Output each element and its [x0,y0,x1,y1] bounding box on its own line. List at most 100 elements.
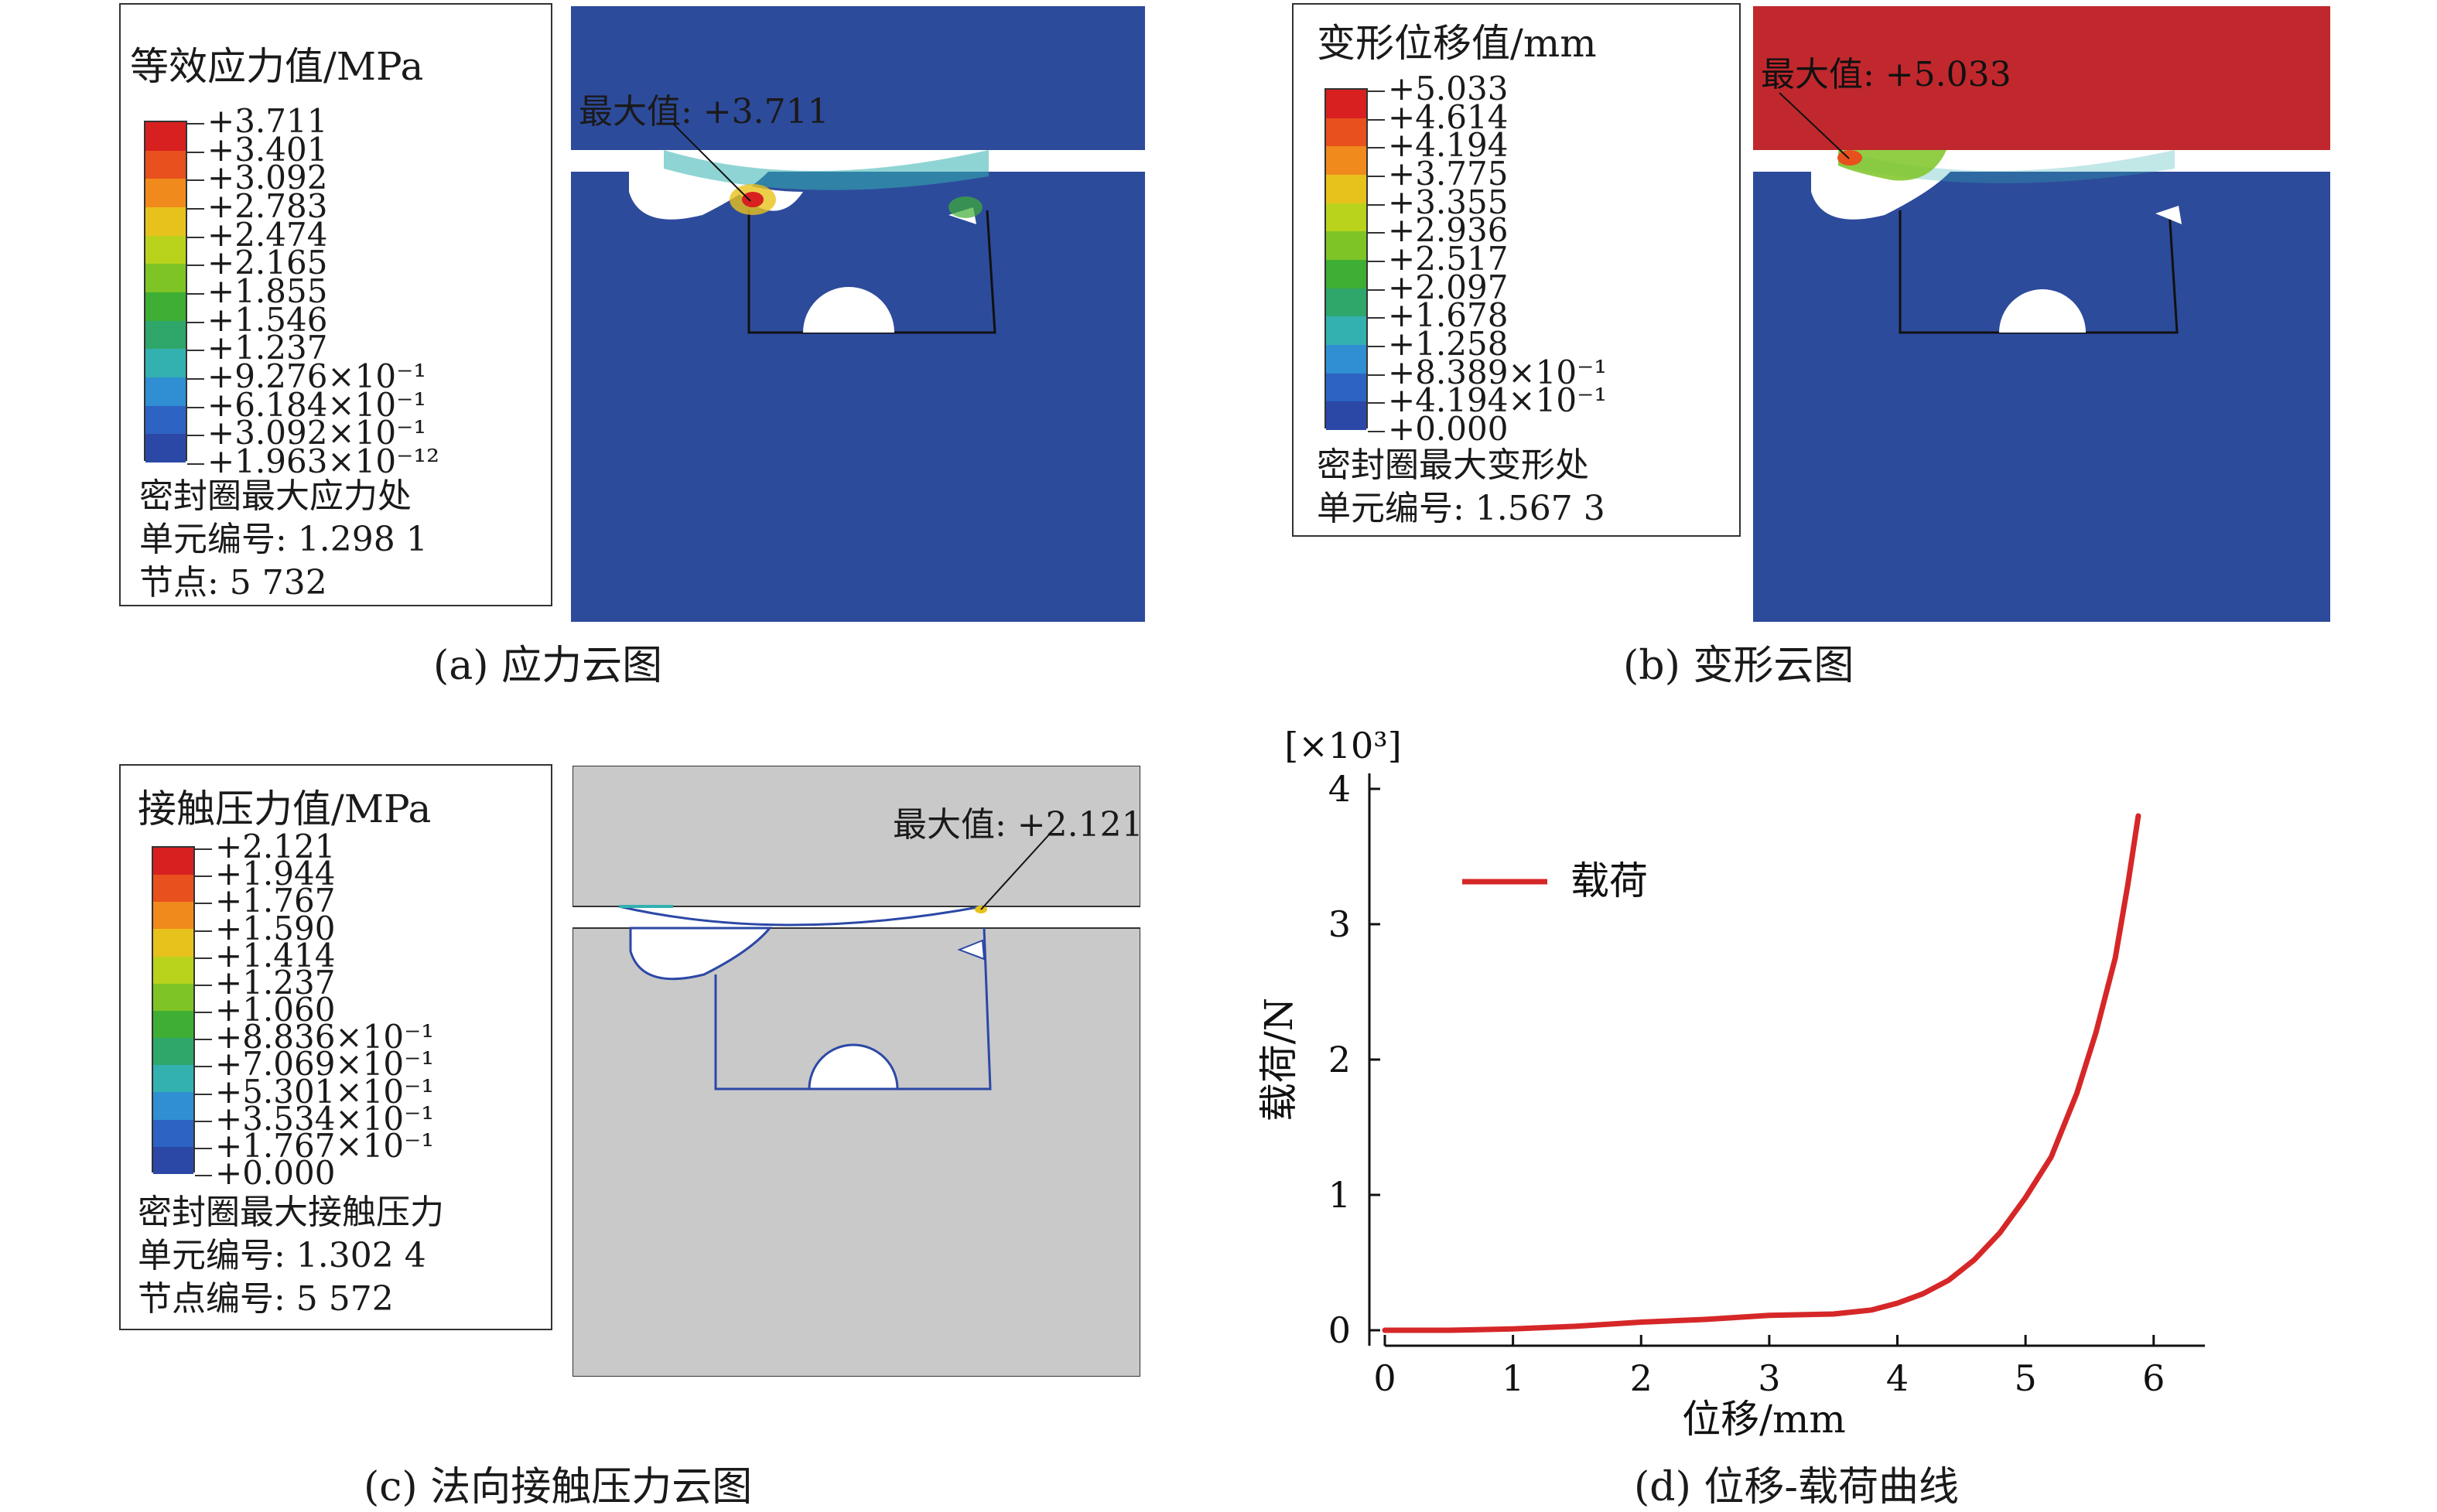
legend-title: 等效应力值/MPa [130,36,423,91]
colorbar-segment [1326,90,1366,118]
colorbar-segment [145,406,186,435]
colorbar-segment [153,1065,193,1092]
legend-tick-mark [195,848,212,850]
colorbar-segment [153,1092,193,1119]
colorbar-segment [1326,345,1366,374]
legend-tick-mark [187,237,204,238]
info-line: 节点: 5 732 [139,561,428,605]
legend-tick-mark [195,1039,212,1040]
legend-colorbar [144,121,187,461]
colorbar-segment [1326,146,1366,175]
legend-tick-mark [187,322,204,323]
legend-tick-mark [1368,346,1385,347]
colorbar-segment [1326,401,1366,430]
colorbar-segment [153,1120,193,1147]
legend-box-b: 变形位移值/mm +5.033+4.614+4.194+3.775+3.355+… [1292,3,1741,537]
colorbar-segment [145,207,186,236]
colorbar-segment [1326,316,1366,345]
legend-tick-mark [1368,289,1385,291]
max-value-leader-line [665,116,758,209]
colorbar-segment [1326,374,1366,402]
legend-tick-mark [195,903,212,904]
x-tick-label: 3 [1758,1357,1780,1399]
legend-tick-mark [195,985,212,986]
y-tick-label: 1 [1328,1174,1351,1216]
colorbar-segment [145,349,186,377]
colorbar-segment [1326,175,1366,203]
legend-tick-mark [195,1121,212,1122]
legend-tick-label: +0.000 [195,1157,335,1189]
colorbar-segment [153,848,193,875]
series-line [1385,816,2138,1330]
colorbar-segment [153,1038,193,1065]
colorbar-segment [145,321,186,350]
info-line: 密封圈最大应力处 [139,475,428,518]
legend-tick-mark [187,407,204,408]
caption-a: (a) 应力云图 [433,633,662,691]
x-tick-label: 1 [1502,1357,1524,1399]
legend-tick-label: +1.963×10⁻¹² [187,445,439,478]
colorbar-segment [153,1011,193,1038]
info-line: 单元编号: 1.298 1 [139,518,428,561]
legend-tick-mark [195,1175,212,1176]
colorbar-segment [145,236,186,265]
caption-b: (b) 变形云图 [1623,633,1854,691]
info-line: 密封圈最大变形处 [1317,444,1605,487]
legend-tick-mark [195,1148,212,1149]
x-axis-label: 位移/mm [1682,1397,1846,1439]
y-tick-label: 3 [1328,903,1351,945]
legend-tick-mark [187,350,204,351]
legend-tick-mark [1368,402,1385,404]
caption-c: (c) 法向接触压力云图 [364,1454,752,1512]
legend-tick-mark [1368,147,1385,148]
info-line: 单元编号: 1.567 3 [1317,487,1605,531]
legend-tick-mark [1368,176,1385,177]
colorbar-segment [1326,231,1366,260]
legend-tick-mark [1368,204,1385,206]
legend-title: 变形位移值/mm [1317,12,1597,68]
y-tick-label: 2 [1328,1039,1351,1080]
legend-tick-text: +0.000 [215,1154,335,1192]
legend-tick-mark [187,293,204,295]
colorbar-segment [153,875,193,902]
x-tick-label: 5 [2014,1357,2036,1399]
x-tick-label: 4 [1886,1357,1909,1399]
legend-tick-mark [187,152,204,153]
legend-box-a: 等效应力值/MPa +3.711+3.401+3.092+2.783+2.474… [119,3,552,606]
colorbar-segment [153,1147,193,1174]
legend-tick-mark [187,123,204,125]
legend-label: 载荷 [1571,858,1648,903]
colorbar-segment [145,151,186,179]
legend-box-c: 接触压力值/MPa +2.121+1.944+1.767+1.590+1.414… [119,764,552,1330]
colorbar-segment [153,984,193,1011]
legend-tick-mark [1368,317,1385,319]
x-tick-label: 2 [1630,1357,1653,1399]
legend-info: 密封圈最大变形处 单元编号: 1.567 3 [1317,444,1605,531]
legend-tick-mark [195,930,212,932]
info-line: 节点编号: 5 572 [138,1278,444,1321]
legend-tick-label: +0.000 [1368,413,1508,445]
legend-info: 密封圈最大接触压力 单元编号: 1.302 4 节点编号: 5 572 [138,1191,444,1321]
colorbar-segment [1326,288,1366,317]
info-line: 单元编号: 1.302 4 [138,1234,444,1278]
colorbar-segment [145,434,186,462]
legend-tick-mark [1368,119,1385,121]
legend-tick-mark [195,957,212,959]
legend-tick-mark [1368,431,1385,432]
y-axis-multiplier: [×10³] [1284,725,1401,766]
colorbar-segment [145,377,186,406]
y-tick-label: 4 [1328,768,1351,810]
legend-info: 密封圈最大应力处 单元编号: 1.298 1 节点: 5 732 [139,475,428,605]
legend-tick-mark [195,1094,212,1095]
colorbar-segment [153,902,193,929]
max-value-leader-line [1772,85,1864,170]
legend-tick-mark [187,208,204,210]
legend-tick-mark [187,265,204,266]
legend-tick-mark [1368,261,1385,262]
x-tick-label: 0 [1373,1357,1396,1399]
colorbar-segment [153,957,193,984]
legend-tick-mark [195,875,212,877]
legend-tick-mark [187,435,204,436]
colorbar-segment [153,929,193,956]
